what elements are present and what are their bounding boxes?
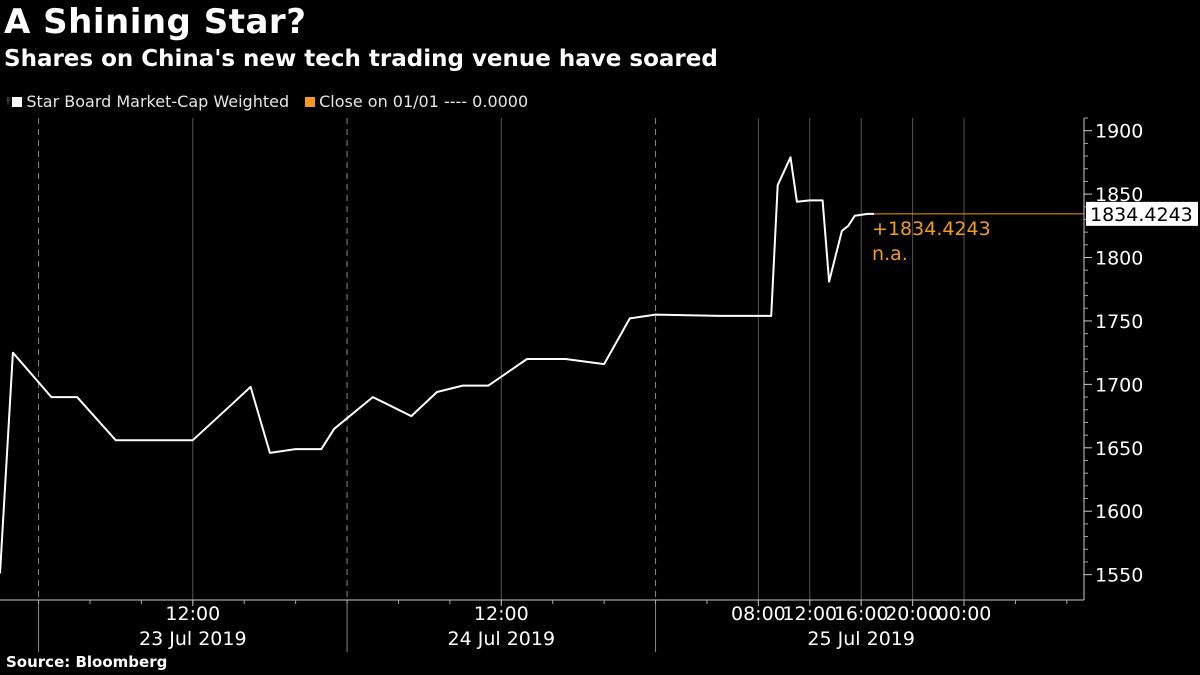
x-date-label: 24 Jul 2019 bbox=[448, 628, 556, 650]
annotation-change: n.a. bbox=[872, 243, 908, 265]
legend-item-close[interactable]: Close on 01/01 ---- 0.0000 bbox=[305, 92, 528, 111]
y-tick-label: 1800 bbox=[1095, 248, 1143, 270]
legend-label-series: Star Board Market-Cap Weighted bbox=[26, 92, 290, 111]
x-tick-label: 16:00 bbox=[834, 603, 889, 625]
legend: ⫯ Star Board Market-Cap Weighted Close o… bbox=[6, 92, 544, 111]
x-tick-label: 00:00 bbox=[937, 603, 992, 625]
last-value-box bbox=[1086, 201, 1198, 226]
legend-swatch-series bbox=[12, 96, 23, 107]
y-tick-label: 1900 bbox=[1095, 121, 1143, 143]
legend-swatch-close bbox=[305, 96, 316, 107]
x-tick-label: 12:00 bbox=[782, 603, 837, 625]
chart-title: A Shining Star? bbox=[4, 2, 307, 42]
series-line bbox=[0, 156, 875, 574]
legend-label-close: Close on 01/01 ---- 0.0000 bbox=[319, 92, 529, 111]
chart-subtitle: Shares on China's new tech trading venue… bbox=[4, 46, 718, 72]
source-note: Source: Bloomberg bbox=[6, 653, 168, 671]
x-tick-label: 12:00 bbox=[474, 603, 529, 625]
last-value-label: 1834.4243 bbox=[1090, 204, 1193, 226]
y-tick-label: 1700 bbox=[1095, 374, 1143, 396]
x-tick-label: 08:00 bbox=[731, 603, 786, 625]
x-date-label: 25 Jul 2019 bbox=[807, 628, 915, 650]
y-tick-label: 1600 bbox=[1095, 501, 1143, 523]
y-tick-label: 1650 bbox=[1095, 438, 1143, 460]
pin-icon: ⫯ bbox=[6, 96, 11, 107]
y-tick-label: 1750 bbox=[1095, 311, 1143, 333]
y-tick-label: 1850 bbox=[1095, 184, 1143, 206]
x-tick-label: 20:00 bbox=[885, 603, 940, 625]
annotation-value: +1834.4243 bbox=[872, 218, 991, 240]
legend-item-series[interactable]: ⫯ Star Board Market-Cap Weighted bbox=[6, 92, 289, 111]
y-tick-label: 1550 bbox=[1095, 565, 1143, 587]
x-tick-label: 12:00 bbox=[165, 603, 220, 625]
x-date-label: 23 Jul 2019 bbox=[139, 628, 247, 650]
